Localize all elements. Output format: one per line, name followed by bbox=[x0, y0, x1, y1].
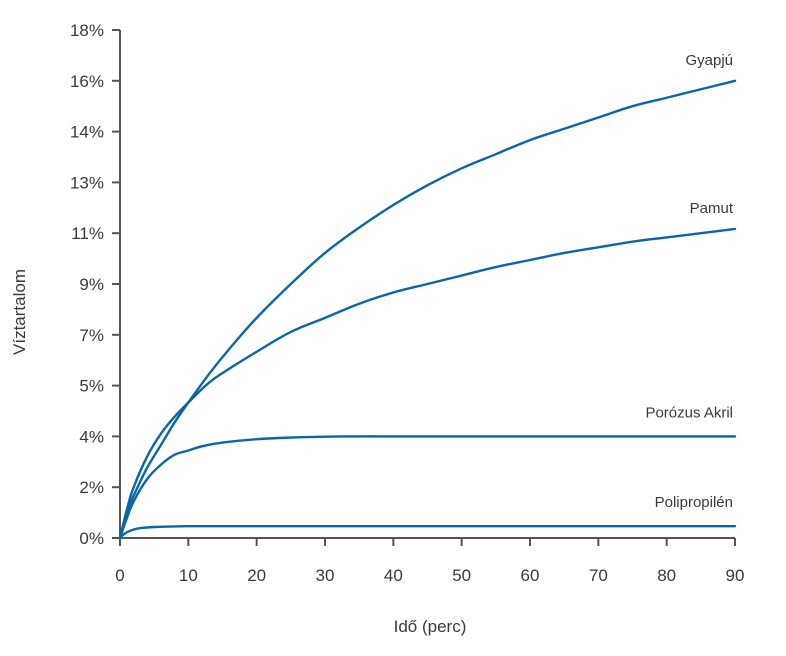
series-label-pamut: Pamut bbox=[690, 200, 734, 217]
x-tick-label: 40 bbox=[384, 566, 403, 585]
x-tick-label: 10 bbox=[179, 566, 198, 585]
y-tick-label: 13% bbox=[70, 173, 104, 192]
series-line-polipropilen bbox=[118, 524, 737, 540]
x-axis: 0 10 20 30 40 50 60 70 80 90 bbox=[115, 537, 745, 585]
y-tick-label: 14% bbox=[70, 123, 104, 142]
x-tick-label: 50 bbox=[452, 566, 471, 585]
y-tick-label: 18% bbox=[70, 21, 104, 40]
series-label-polipropilen: Polipropilén bbox=[655, 494, 733, 511]
x-tick-label: 30 bbox=[316, 566, 335, 585]
series-line-gyapju bbox=[118, 79, 737, 540]
x-axis-title: Idő (perc) bbox=[394, 617, 467, 636]
y-tick-label: 16% bbox=[70, 72, 104, 91]
x-tick-label: 0 bbox=[115, 566, 124, 585]
y-tick-label: 5% bbox=[79, 377, 104, 396]
y-tick-label: 7% bbox=[79, 326, 104, 345]
y-tick-label: 9% bbox=[79, 275, 104, 294]
y-tick-label: 2% bbox=[79, 478, 104, 497]
x-tick-label: 20 bbox=[247, 566, 266, 585]
series-line-porozus-akril bbox=[118, 435, 737, 540]
series-layer bbox=[118, 79, 737, 540]
y-tick-label: 11% bbox=[71, 224, 104, 243]
series-label-layer: Gyapjú Pamut Porózus Akril Polipropilén bbox=[645, 52, 733, 511]
y-axis-title: Víztartalom bbox=[10, 269, 29, 355]
x-tick-label: 60 bbox=[521, 566, 540, 585]
y-axis: 0% 2% 4% 5% 7% 9% 11% 13% 14% 16% 18% bbox=[70, 21, 121, 548]
series-line-pamut bbox=[118, 227, 737, 540]
x-tick-label: 80 bbox=[657, 566, 676, 585]
y-tick-label: 4% bbox=[79, 427, 104, 446]
x-tick-label: 90 bbox=[726, 566, 745, 585]
x-tick-label: 70 bbox=[589, 566, 608, 585]
y-tick-label: 0% bbox=[79, 529, 104, 548]
series-label-gyapju: Gyapjú bbox=[685, 52, 733, 69]
series-label-porozus-akril: Porózus Akril bbox=[645, 404, 733, 421]
